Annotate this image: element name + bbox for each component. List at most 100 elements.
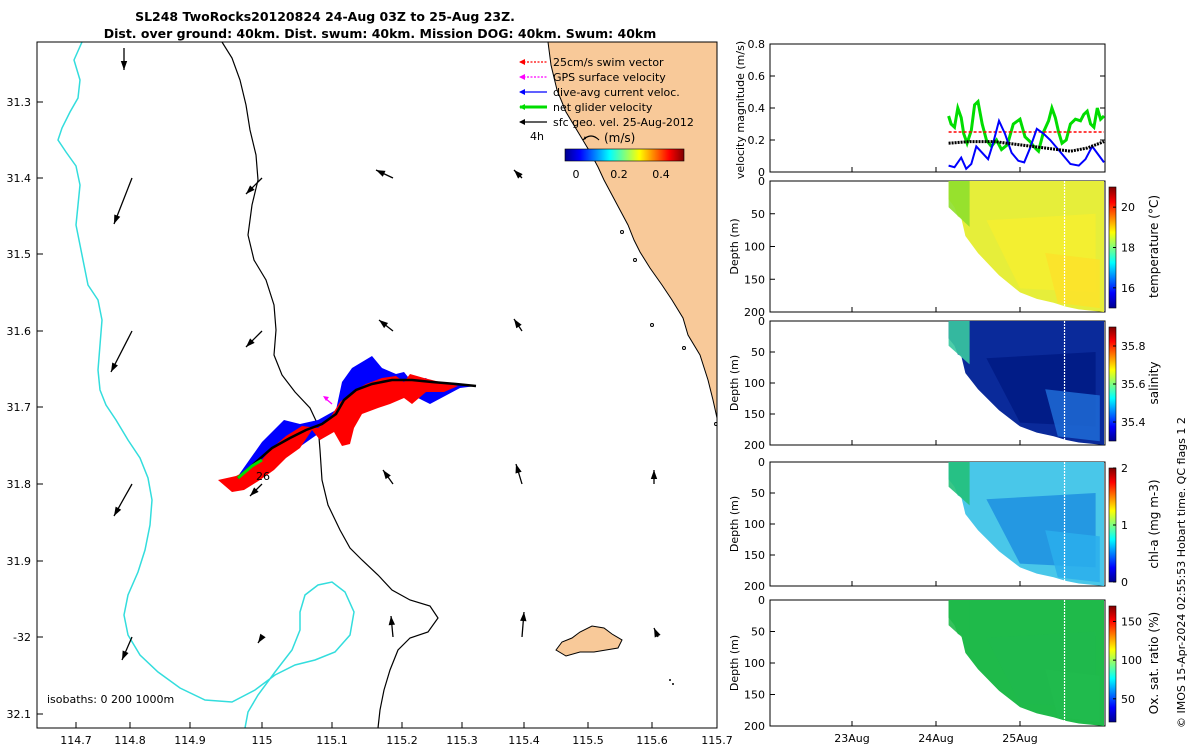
lat-tick-label: 31.4	[7, 172, 32, 185]
track-label: 26	[256, 470, 270, 483]
velocity-arrow	[110, 330, 133, 373]
velocity-arrow	[650, 470, 658, 484]
colorbar-tick: 100	[1121, 654, 1142, 667]
depth-tick: 100	[744, 518, 765, 531]
lat-tick-label: 31.5	[7, 248, 32, 261]
lat-tick-label: 31.7	[7, 401, 32, 414]
series-sfc-geo-vel-	[948, 140, 1105, 153]
colorbar-tick: 2	[1121, 462, 1128, 475]
legend-label: dive-avg current veloc.	[553, 86, 680, 99]
date-tick: 25Aug	[1002, 732, 1037, 745]
series-dive-avg-current-veloc-	[948, 117, 1105, 171]
panel-2: 0 50 100 150 200 Depth (m) 35.4 35.6 35.8salinit…	[728, 315, 1161, 452]
depth-tick: 50	[751, 487, 765, 500]
depth-tick: 0	[758, 456, 765, 469]
panel-1: 0 50 100 150 200 Depth (m) 16 18 20 temperature (…	[728, 175, 1161, 319]
lon-tick-label: 114.8	[114, 734, 146, 747]
velocity-arrow	[520, 611, 527, 638]
velocity-arrow	[513, 318, 523, 332]
panel-4: 0 50 100 150 200 Depth (m) 50 100 150 Ox. sat. ra…	[728, 594, 1161, 733]
depth-tick: 0	[758, 594, 765, 607]
copyright-text: © IMOS 15-Apr-2024 02:55:53 Hobart time.…	[1175, 417, 1188, 728]
lat-tick-label: -32	[13, 631, 31, 644]
depth-tick: 150	[744, 549, 765, 562]
lat-tick-label: 31.6	[7, 325, 32, 338]
colorbar	[1108, 605, 1117, 723]
title-line-2: Dist. over ground: 40km. Dist. swum: 40k…	[104, 26, 657, 41]
colorbar-tick: 18	[1121, 242, 1135, 255]
legend-label: GPS surface velocity	[553, 71, 666, 84]
velocity-arrow	[388, 615, 396, 638]
depth-tick: 150	[744, 689, 765, 702]
swim-vectors	[218, 374, 458, 492]
vel-ytick: 0	[758, 166, 765, 179]
depth-tick: 100	[744, 241, 765, 254]
glider-track	[237, 378, 477, 479]
cbar-tick-0: 0	[573, 168, 580, 181]
depth-ylabel: Depth (m)	[728, 355, 741, 411]
velocity-arrow	[249, 483, 263, 497]
velocity-arrow	[257, 633, 266, 644]
legend-item: 25cm/s swim vector	[519, 56, 664, 69]
lat-tick-label: 32.1	[7, 708, 32, 721]
map-legend: 25cm/s swim vector GPS surface velocity di…	[519, 56, 694, 181]
cbar-tick-2: 0.4	[652, 168, 670, 181]
lon-tick-label: 115.3	[446, 734, 478, 747]
vel-ytick: 0.8	[748, 38, 766, 51]
lon-tick-label: 115.4	[508, 734, 540, 747]
legend-label: net glider velocity	[553, 101, 653, 114]
lon-tick-label: 114.7	[60, 734, 92, 747]
depth-tick: 0	[758, 175, 765, 188]
duration-label: 4h	[530, 130, 544, 143]
colorbar-tick: 0	[1121, 576, 1128, 589]
depth-tick: 100	[744, 657, 765, 670]
lon-tick-label: 115.7	[701, 734, 733, 747]
date-tick: 23Aug	[834, 732, 869, 745]
map-lat-ticks: 31.3 31.4 31.5 31.6 31.7 31.8 31.9 -32 32.1	[7, 96, 43, 721]
isobath-1000m	[57, 42, 355, 728]
map-panel: 114.7 114.8 114.9 115 115.1 115.2 115.3 115.4 11…	[7, 41, 733, 747]
map-lon-ticks: 114.7 114.8 114.9 115 115.1 115.2 115.3 115.4 11…	[60, 722, 733, 747]
speed-colorbar	[564, 148, 685, 162]
date-tick: 24Aug	[918, 732, 953, 745]
vel-ylabel: velocity magnitude (m/s)	[734, 41, 747, 179]
velocity-arrow	[120, 48, 128, 70]
lon-tick-label: 115	[252, 734, 273, 747]
lat-tick-label: 31.8	[7, 478, 32, 491]
legend-label: 25cm/s swim vector	[553, 56, 664, 69]
lat-tick-label: 31.3	[7, 96, 32, 109]
vel-ytick: 0.6	[748, 70, 766, 83]
lat-tick-label: 31.9	[7, 555, 32, 568]
legend-item: net glider velocity	[519, 101, 653, 114]
depth-tick: 200	[744, 720, 765, 733]
velocity-arrow	[113, 483, 133, 517]
colorbar-label: chl-a (mg m-3)	[1147, 479, 1161, 568]
series-net-glider-velocity	[947, 98, 1106, 155]
depth-tick: 0	[758, 315, 765, 328]
velocity-arrow	[382, 469, 394, 485]
units-label: (m/s)	[604, 131, 635, 145]
lon-tick-label: 115.6	[636, 734, 668, 747]
velocity-arrow	[121, 636, 133, 661]
isobaths-label: isobaths: 0 200 1000m	[47, 693, 174, 706]
depth-tick: 150	[744, 273, 765, 286]
velocity-arrow	[378, 319, 394, 332]
colorbar-tick: 20	[1121, 201, 1135, 214]
depth-tick: 200	[744, 439, 765, 452]
lon-tick-label: 115.1	[316, 734, 348, 747]
vel-ytick: 0.2	[748, 134, 766, 147]
depth-ylabel: Depth (m)	[728, 635, 741, 691]
legend-item: dive-avg current veloc.	[519, 86, 680, 99]
legend-item: GPS surface velocity	[519, 71, 666, 84]
colorbar-tick: 150	[1121, 615, 1142, 628]
panel-3: 0 50 100 150 200 Depth (m) 0 1 2 chl-a (mg m-3)	[728, 456, 1161, 593]
colorbar-label: temperature (°C)	[1147, 195, 1161, 298]
depth-tick: 50	[751, 346, 765, 359]
lon-tick-label: 115.5	[572, 734, 604, 747]
depth-ylabel: Depth (m)	[728, 496, 741, 552]
velocity-arrow	[653, 627, 661, 638]
colorbar-tick: 35.4	[1121, 416, 1146, 429]
